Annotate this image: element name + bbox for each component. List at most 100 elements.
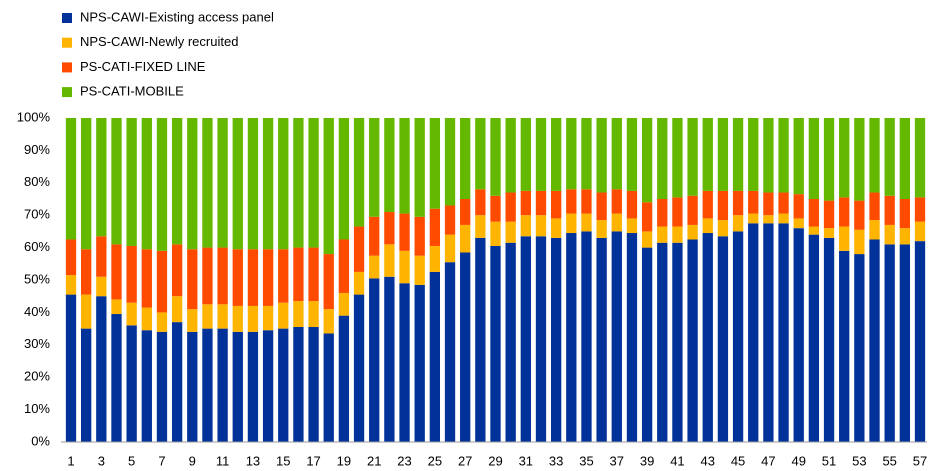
bar-segment	[81, 294, 92, 329]
bar-segment	[672, 242, 683, 442]
x-tick-label: 7	[158, 453, 165, 468]
bar-segment	[202, 247, 213, 305]
bar-segment	[353, 226, 365, 272]
bar-segment	[444, 118, 456, 206]
bar-segment	[763, 223, 774, 442]
bar-segment	[687, 118, 698, 196]
bar-segment	[444, 234, 456, 263]
legend-label: NPS-CAWI-Existing access panel	[80, 9, 274, 24]
x-tick-label: 41	[670, 453, 684, 468]
legend-swatch	[62, 62, 72, 73]
x-tick-label: 15	[276, 453, 290, 468]
bar-segment	[899, 199, 910, 229]
bar-segment	[384, 118, 395, 212]
bar-segment	[460, 252, 471, 442]
bar-segment	[793, 228, 804, 442]
x-tick-label: 29	[488, 453, 502, 468]
x-tick-label: 11	[216, 453, 230, 468]
bar-segment	[232, 249, 243, 306]
y-tick-label: 70%	[24, 207, 50, 222]
bar-segment	[399, 118, 410, 214]
x-tick-label: 45	[731, 453, 745, 468]
bar-segment	[156, 250, 168, 313]
bar-segment	[141, 118, 152, 250]
bar-segment	[247, 331, 259, 442]
bar-segment	[702, 218, 713, 234]
bar-segment	[187, 331, 198, 442]
bar-segment	[869, 239, 880, 442]
bar-segment	[808, 199, 820, 227]
bar-segment	[490, 195, 501, 222]
x-tick-label: 55	[882, 453, 896, 468]
bar-segment	[429, 208, 441, 246]
bar-segment	[414, 118, 425, 217]
bar-segment	[96, 236, 107, 277]
bar-segment	[808, 118, 820, 199]
bar-segment	[641, 118, 653, 203]
bar-segment	[187, 249, 198, 310]
bar-segment	[626, 190, 638, 219]
bar-segment	[187, 118, 198, 250]
bar-segment	[641, 202, 653, 232]
bar-segment	[884, 195, 895, 225]
bar-segment	[732, 190, 744, 216]
bar-segment	[566, 213, 577, 234]
bar-segment	[111, 299, 122, 315]
bar-segment	[702, 118, 713, 191]
bar-segment	[611, 189, 622, 214]
bar-segment	[414, 284, 425, 442]
legend-swatch	[62, 37, 72, 48]
bar-segment	[550, 237, 562, 442]
bar-segment	[839, 197, 850, 227]
bar-segment	[460, 199, 471, 225]
bar-segment	[717, 118, 729, 191]
bar-segment	[399, 250, 410, 284]
bar-segment	[308, 326, 319, 442]
bar-segment	[202, 328, 213, 442]
y-tick-label: 60%	[24, 239, 50, 254]
bar-segment	[657, 118, 668, 199]
bar-segment	[338, 315, 350, 442]
bar-segment	[596, 192, 607, 221]
bar-segment	[854, 200, 865, 230]
bar-segment	[247, 118, 259, 250]
bar-segment	[399, 283, 410, 442]
bar-segment	[278, 328, 289, 442]
bar-segment	[65, 294, 77, 442]
bar-segment	[854, 118, 865, 201]
bar-segment	[854, 229, 865, 255]
y-tick-label: 90%	[24, 142, 50, 157]
bar-segment	[778, 223, 789, 442]
bar-segment	[778, 192, 789, 214]
bar-segment	[520, 118, 531, 191]
y-tick-label: 40%	[24, 304, 50, 319]
bar-segment	[126, 302, 137, 326]
bar-segment	[399, 213, 410, 251]
y-tick-label: 0%	[31, 433, 50, 448]
x-tick-label: 47	[761, 453, 775, 468]
y-tick-label: 80%	[24, 174, 50, 189]
bar-segment	[429, 245, 441, 272]
bar-segment	[884, 244, 895, 442]
bar-segment	[839, 250, 850, 442]
x-tick-label: 27	[458, 453, 472, 468]
bar-segment	[535, 190, 547, 216]
x-tick-label: 33	[549, 453, 563, 468]
bar-segment	[338, 239, 350, 293]
bar-segment	[81, 249, 92, 295]
bar-segment	[217, 247, 228, 305]
bar-segment	[672, 197, 683, 227]
bar-segment	[732, 118, 744, 191]
bar-segment	[823, 200, 835, 229]
bar-segment	[626, 233, 638, 442]
bar-segment	[672, 226, 683, 243]
bar-segment	[308, 247, 319, 302]
bar-segment	[369, 118, 380, 217]
bar-segment	[626, 218, 638, 234]
bar-segment	[854, 254, 865, 442]
bar-segment	[171, 118, 183, 245]
x-tick-label: 25	[428, 453, 442, 468]
bar-segment	[217, 304, 228, 329]
bar-segment	[490, 221, 501, 246]
bar-segment	[808, 234, 820, 442]
